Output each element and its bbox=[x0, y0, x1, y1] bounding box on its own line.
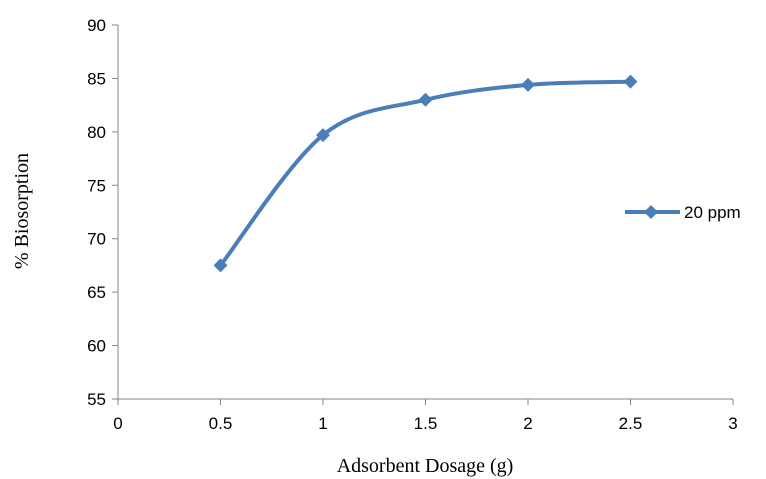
y-tick-label: 85 bbox=[87, 69, 106, 88]
x-axis-ticks: 0 0.5 1 1.5 2 2.5 3 bbox=[113, 399, 738, 433]
y-tick-label: 65 bbox=[87, 283, 106, 302]
y-tick-label: 75 bbox=[87, 176, 106, 195]
data-point-marker bbox=[521, 77, 535, 92]
x-tick-label: 2.5 bbox=[619, 414, 643, 433]
y-tick-label: 70 bbox=[87, 230, 106, 249]
y-tick-label: 90 bbox=[87, 16, 106, 35]
y-tick-label: 60 bbox=[87, 337, 106, 356]
y-tick-label: 55 bbox=[87, 390, 106, 409]
legend-marker bbox=[644, 205, 658, 219]
y-axis-ticks: 55 60 65 70 75 80 85 90 bbox=[87, 16, 118, 409]
legend-label: 20 ppm bbox=[684, 203, 741, 222]
x-tick-label: 2 bbox=[523, 414, 532, 433]
y-tick-label: 80 bbox=[87, 123, 106, 142]
series-line bbox=[218, 79, 633, 268]
x-axis-title: Adsorbent Dosage (g) bbox=[337, 455, 514, 477]
legend: 20 ppm bbox=[625, 203, 741, 222]
x-tick-label: 0.5 bbox=[209, 414, 233, 433]
data-point-marker bbox=[213, 258, 228, 273]
x-tick-label: 1.5 bbox=[414, 414, 438, 433]
x-tick-label: 0 bbox=[113, 414, 122, 433]
data-point-marker bbox=[316, 128, 330, 143]
y-axis-title: % Biosorption bbox=[11, 153, 33, 269]
x-tick-label: 3 bbox=[728, 414, 737, 433]
data-point-marker bbox=[418, 92, 433, 107]
data-point-marker bbox=[623, 74, 638, 89]
x-tick-label: 1 bbox=[318, 414, 327, 433]
series-layer bbox=[213, 74, 638, 273]
